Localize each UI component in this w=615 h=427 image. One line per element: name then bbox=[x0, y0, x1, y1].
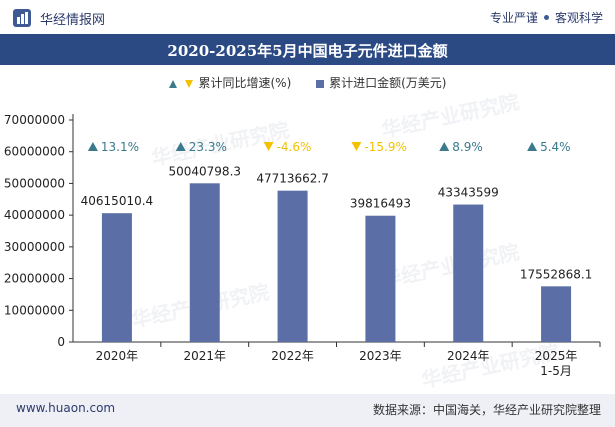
growth-up-marker bbox=[87, 142, 98, 151]
growth-down-marker bbox=[263, 142, 274, 151]
y-tick-label: 70000000 bbox=[4, 113, 65, 127]
bar-value-label: 43343599 bbox=[438, 186, 499, 200]
growth-value-label: -15.9% bbox=[364, 140, 406, 154]
legend-item-amount: 累计进口金额(万美元) bbox=[315, 74, 446, 91]
bar bbox=[453, 204, 484, 342]
legend-label-amount: 累计进口金额(万美元) bbox=[329, 76, 447, 90]
legend-item-growth: 累计同比增速(%) bbox=[168, 74, 292, 91]
legend-label-growth: 累计同比增速(%) bbox=[198, 76, 292, 90]
tagline-right: 客观科学 bbox=[554, 11, 603, 25]
y-tick-label: 40000000 bbox=[4, 208, 65, 222]
y-tick-label: 20000000 bbox=[4, 272, 65, 286]
tagline-left: 专业严谨 bbox=[489, 11, 538, 25]
y-tick-label: 0 bbox=[57, 335, 65, 349]
x-tick-label: 2022年 bbox=[271, 349, 314, 363]
growth-value-label: 8.9% bbox=[452, 140, 483, 154]
bar-value-label: 40615010.4 bbox=[81, 194, 154, 208]
growth-value-label: -4.6% bbox=[277, 140, 312, 154]
growth-down-marker bbox=[351, 142, 362, 151]
bar bbox=[101, 213, 132, 342]
growth-up-marker bbox=[175, 142, 186, 151]
brand-logo-icon bbox=[13, 9, 31, 27]
y-tick-label: 10000000 bbox=[4, 303, 65, 317]
growth-value-label: 23.3% bbox=[189, 140, 227, 154]
chart-title: 2020-2025年5月中国电子元件进口金额 bbox=[167, 42, 448, 60]
growth-up-marker bbox=[439, 142, 450, 151]
growth-up-marker bbox=[527, 142, 538, 151]
growth-value-label: 13.1% bbox=[101, 140, 139, 154]
bar-value-label: 47713662.7 bbox=[256, 172, 329, 186]
top-bar: 华经情报网 专业严谨 客观科学 bbox=[0, 0, 615, 34]
bar bbox=[277, 190, 308, 342]
title-bar: 2020-2025年5月中国电子元件进口金额 bbox=[0, 34, 615, 65]
bar bbox=[189, 183, 220, 342]
footer-site: www.huaon.com bbox=[16, 401, 116, 415]
footer: www.huaon.com 数据来源：中国海关，华经产业研究院整理 bbox=[0, 394, 615, 427]
bar-value-label: 50040798.3 bbox=[168, 164, 241, 178]
x-tick-label: 2025年 1-5月 bbox=[535, 349, 578, 378]
y-tick-label: 50000000 bbox=[4, 176, 65, 190]
y-tick-label: 30000000 bbox=[4, 240, 65, 254]
bar-chart: 70000000 60000000 50000000 40000000 30000000… bbox=[4, 113, 601, 378]
legend-triangle-icons bbox=[168, 79, 193, 88]
x-tick-label: 2020年 bbox=[96, 349, 139, 363]
y-tick-label: 60000000 bbox=[4, 145, 65, 159]
bar-value-label: 39816493 bbox=[350, 197, 411, 211]
x-tick-label: 2021年 bbox=[183, 349, 226, 363]
x-tick-label: 2023年 bbox=[359, 349, 402, 363]
footer-source: 数据来源：中国海关，华经产业研究院整理 bbox=[372, 403, 601, 417]
tagline-dot bbox=[543, 15, 549, 20]
tagline: 专业严谨 客观科学 bbox=[490, 9, 603, 26]
chart-legend: 累计同比增速(%) 累计进口金额(万美元) bbox=[0, 74, 615, 91]
bar-value-label: 17552868.1 bbox=[520, 267, 593, 281]
bar bbox=[541, 286, 572, 342]
bar bbox=[365, 215, 396, 342]
legend-square-icon bbox=[316, 79, 325, 88]
growth-value-label: 5.4% bbox=[540, 140, 571, 154]
x-tick-label: 2024年 bbox=[447, 349, 490, 363]
brand-name: 华经情报网 bbox=[40, 13, 106, 28]
